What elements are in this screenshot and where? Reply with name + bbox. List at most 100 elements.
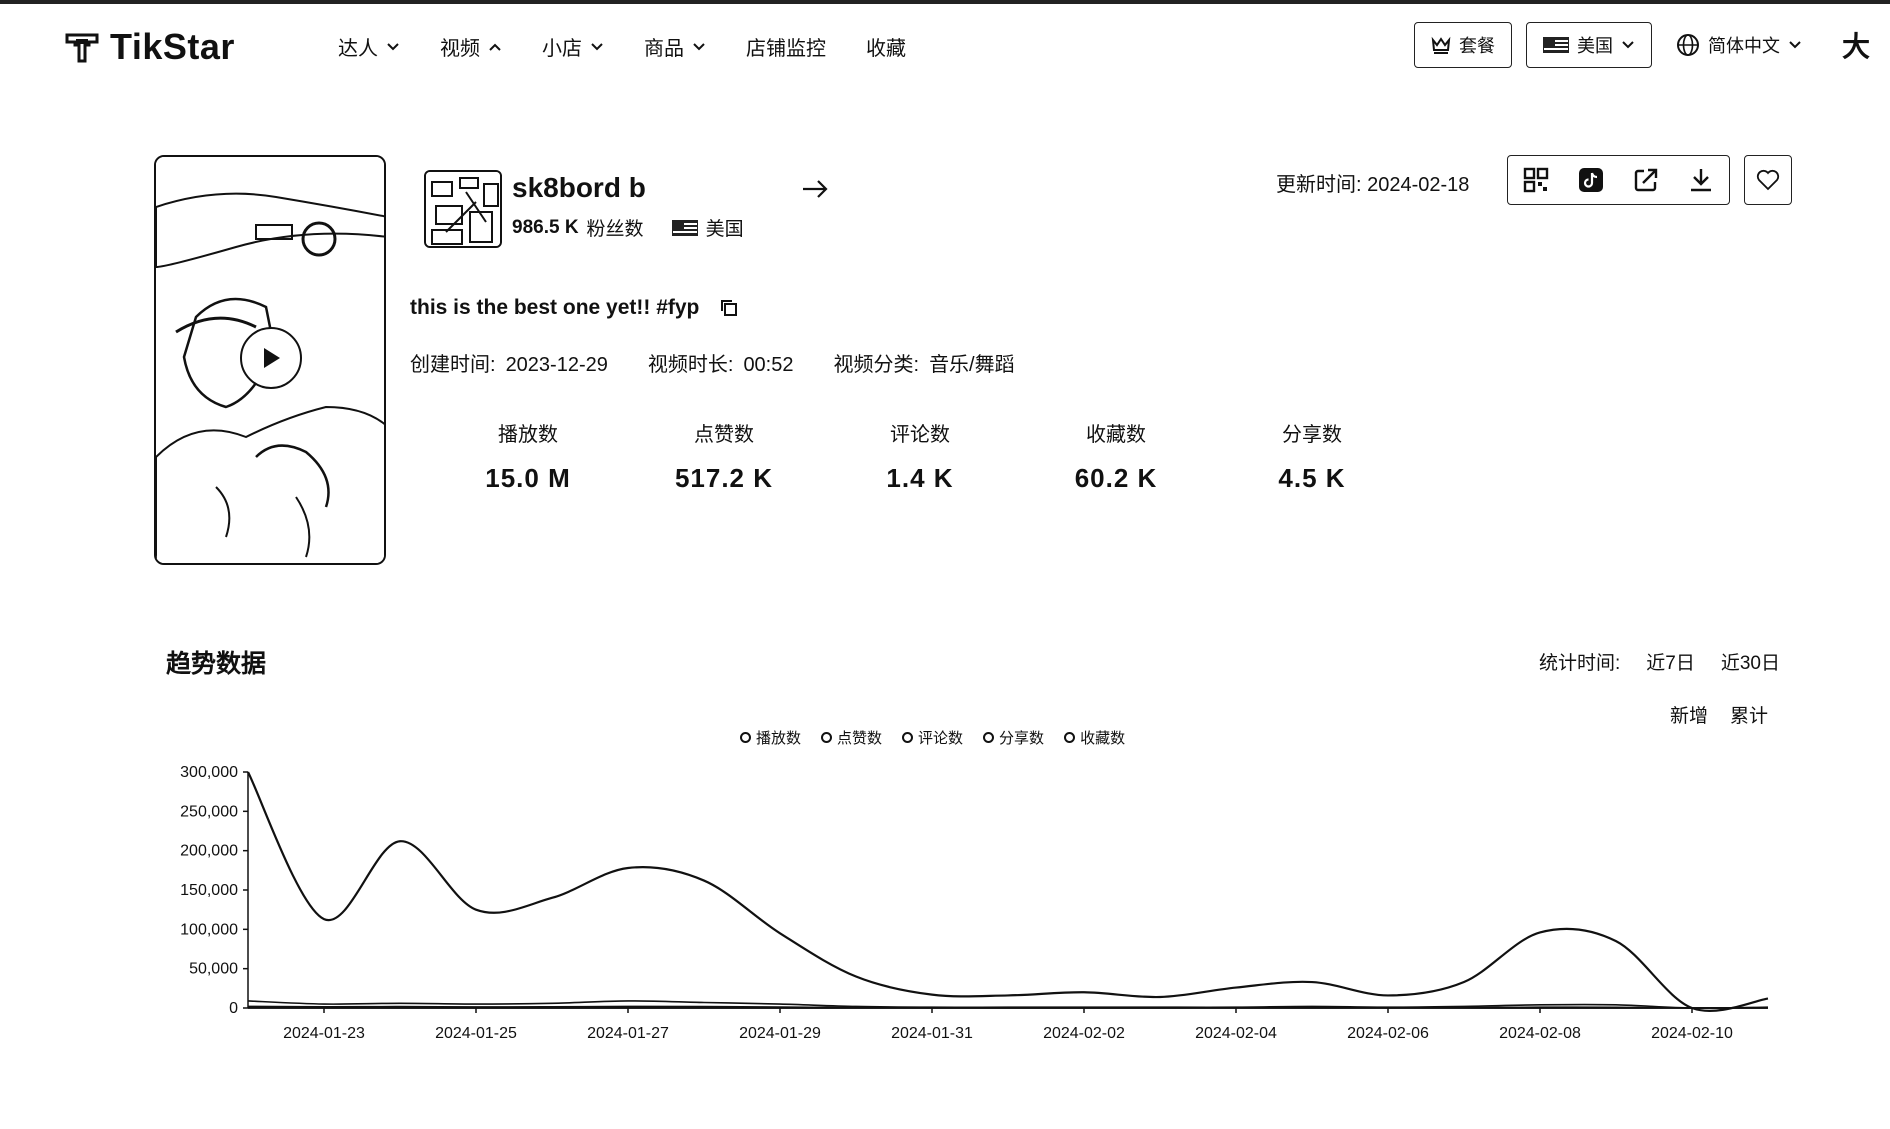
- legend-dot: [983, 732, 995, 743]
- mode-option-cumulative[interactable]: 累计: [1729, 706, 1768, 727]
- plan-button[interactable]: 套餐: [1413, 22, 1512, 68]
- legend-item[interactable]: 分享数: [983, 727, 1044, 748]
- legend-dot: [821, 732, 833, 743]
- nav-item-favorites[interactable]: 收藏: [866, 32, 906, 61]
- period-label: 统计时间:: [1539, 653, 1621, 674]
- qrcode-icon: [1523, 167, 1548, 193]
- update-value: 2024-02-18: [1367, 174, 1470, 196]
- us-flag-icon: [1542, 37, 1569, 53]
- stat-saves: 收藏数 60.2 K: [1018, 418, 1214, 494]
- favorite-button[interactable]: [1744, 155, 1792, 205]
- download-icon: [1691, 169, 1712, 192]
- heart-icon: [1756, 169, 1780, 191]
- nav-item-talent[interactable]: 达人: [338, 32, 400, 61]
- nav-item-label: 达人: [338, 38, 378, 60]
- fans-count: 986.5 K: [512, 216, 579, 238]
- stat-value: 60.2 K: [1074, 463, 1158, 493]
- brand-name: TikStar: [110, 26, 235, 67]
- x-tick-label: 2024-01-31: [891, 1025, 973, 1042]
- legend-label: 收藏数: [1080, 730, 1126, 747]
- duration-value: 00:52: [743, 354, 794, 376]
- stat-label: 分享数: [1282, 424, 1342, 446]
- chart-legend: 播放数 点赞数 评论数 分享数 收藏数: [740, 727, 1125, 748]
- nav-item-shop[interactable]: 小店: [542, 32, 604, 61]
- region-select[interactable]: 美国: [1525, 22, 1652, 68]
- stat-likes: 点赞数 517.2 K: [626, 418, 822, 494]
- chevron-up-icon: [489, 43, 501, 51]
- mode-option-new[interactable]: 新增: [1669, 706, 1708, 727]
- legend-dot: [902, 732, 914, 743]
- copy-icon[interactable]: [719, 298, 739, 318]
- legend-label: 分享数: [999, 730, 1045, 747]
- brand-logo[interactable]: TikStar: [64, 26, 235, 68]
- created-label: 创建时间:: [410, 354, 496, 376]
- nav-item-video[interactable]: 视频: [440, 32, 502, 61]
- duration: 视频时长: 00:52: [648, 348, 794, 377]
- y-tick-label: 200,000: [180, 843, 238, 860]
- stat-plays: 播放数 15.0 M: [430, 418, 626, 494]
- fans-label: 粉丝数: [586, 219, 644, 240]
- video-thumbnail[interactable]: [154, 155, 386, 565]
- series-line: [247, 771, 1769, 1012]
- user-avatar[interactable]: 大: [1841, 31, 1870, 62]
- description-text: this is the best one yet!! #fyp: [410, 296, 700, 319]
- legend-item[interactable]: 点赞数: [821, 727, 882, 748]
- y-tick-label: 150,000: [180, 882, 238, 899]
- created-time: 创建时间: 2023-12-29: [410, 348, 608, 377]
- chevron-down-icon: [591, 42, 603, 50]
- tiktok-icon: [1578, 168, 1603, 192]
- plan-label: 套餐: [1458, 36, 1495, 56]
- y-tick-label: 50,000: [189, 961, 238, 978]
- stat-label: 评论数: [890, 424, 950, 446]
- nav-item-label: 视频: [440, 38, 480, 60]
- category: 视频分类: 音乐/舞蹈: [834, 348, 1015, 377]
- tikstar-logo-icon: [65, 33, 99, 63]
- download-button[interactable]: [1686, 165, 1716, 195]
- stat-value: 4.5 K: [1278, 463, 1346, 493]
- language-select[interactable]: 简体中文: [1676, 32, 1802, 58]
- update-time: 更新时间: 2024-02-18: [1276, 168, 1469, 197]
- top-header: TikStar 达人 视频 小店 商品 店铺监控 收藏 套餐: [0, 4, 1890, 84]
- stat-value: 15.0 M: [485, 463, 571, 493]
- period-option-7d[interactable]: 近7日: [1646, 653, 1695, 674]
- open-external-button[interactable]: [1631, 165, 1661, 195]
- stat-comments: 评论数 1.4 K: [822, 418, 1018, 494]
- stat-label: 收藏数: [1086, 424, 1146, 446]
- play-button[interactable]: [240, 327, 302, 389]
- nav-item-product[interactable]: 商品: [644, 32, 706, 61]
- arrow-right-icon[interactable]: [800, 174, 830, 204]
- y-tick-label: 250,000: [180, 803, 238, 820]
- nav-item-store-monitor[interactable]: 店铺监控: [746, 32, 826, 61]
- video-description: this is the best one yet!! #fyp: [410, 296, 739, 320]
- update-label: 更新时间:: [1276, 174, 1362, 196]
- author-avatar[interactable]: [424, 170, 502, 248]
- nav-item-label: 商品: [644, 38, 684, 60]
- x-tick-label: 2024-01-23: [283, 1025, 365, 1042]
- legend-item[interactable]: 评论数: [902, 727, 963, 748]
- nav-item-label: 小店: [542, 38, 582, 60]
- globe-icon: [1676, 34, 1699, 56]
- x-tick-label: 2024-01-25: [435, 1025, 517, 1042]
- x-tick-label: 2024-01-29: [739, 1025, 821, 1042]
- tiktok-button[interactable]: [1576, 165, 1606, 195]
- chevron-down-icon: [693, 42, 705, 50]
- legend-item[interactable]: 收藏数: [1064, 727, 1125, 748]
- y-tick-label: 100,000: [180, 921, 238, 938]
- x-tick-label: 2024-02-10: [1651, 1025, 1733, 1042]
- chevron-down-icon: [387, 42, 399, 50]
- period-option-30d[interactable]: 近30日: [1720, 653, 1780, 674]
- main-nav: 达人 视频 小店 商品 店铺监控 收藏: [338, 32, 946, 61]
- top-border: [0, 0, 1890, 4]
- qrcode-button[interactable]: [1521, 165, 1551, 195]
- nav-item-label: 收藏: [866, 38, 906, 60]
- series-line: [247, 1005, 1769, 1009]
- us-flag-icon: [671, 219, 698, 236]
- x-tick-label: 2024-02-08: [1499, 1025, 1581, 1042]
- author-name[interactable]: sk8bord b: [512, 172, 646, 203]
- crown-icon: [1431, 36, 1451, 54]
- legend-item[interactable]: 播放数: [740, 727, 801, 748]
- stat-value: 517.2 K: [674, 463, 774, 493]
- x-tick-label: 2024-02-04: [1195, 1025, 1277, 1042]
- created-value: 2023-12-29: [505, 354, 608, 376]
- language-label: 简体中文: [1707, 36, 1780, 56]
